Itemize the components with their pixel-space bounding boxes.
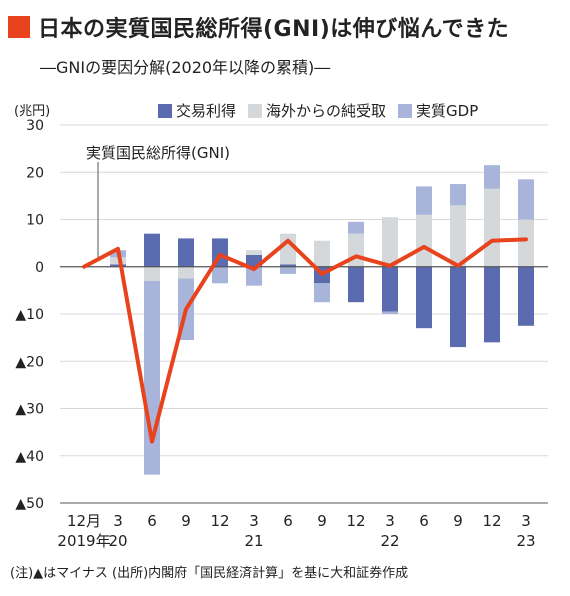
gdp-bar bbox=[144, 280, 160, 475]
x-tick-label: 6 bbox=[419, 512, 429, 530]
x-year-label: 2019年 bbox=[57, 532, 110, 550]
trade-bar bbox=[416, 266, 432, 329]
gdp-bar bbox=[280, 266, 296, 274]
x-tick-label: 9 bbox=[453, 512, 463, 530]
gdp-bar bbox=[246, 266, 262, 286]
x-tick-label: 3 bbox=[521, 512, 531, 530]
chart-subtitle: ―GNIの要因分解(2020年以降の累積)― bbox=[40, 58, 331, 77]
trade-bar bbox=[382, 266, 398, 312]
trade-bar bbox=[518, 266, 534, 326]
legend-swatch-gdp bbox=[398, 103, 413, 118]
legend-swatch-overseas bbox=[248, 103, 263, 118]
x-year-label: 22 bbox=[380, 532, 399, 550]
gdp-bar bbox=[416, 186, 432, 215]
x-tick-label: 3 bbox=[385, 512, 395, 530]
y-tick-label: 20 bbox=[26, 165, 44, 181]
x-tick-label: 12月 bbox=[67, 512, 101, 530]
trade-bar bbox=[348, 266, 364, 303]
y-tick-label: ▲50 bbox=[15, 496, 44, 512]
overseas-bar bbox=[416, 214, 432, 267]
x-year-label: 21 bbox=[244, 532, 263, 550]
legend-label-gdp: 実質GDP bbox=[416, 102, 479, 120]
x-tick-label: 12 bbox=[346, 512, 365, 530]
x-tick-label: 12 bbox=[210, 512, 229, 530]
legend-swatch-trade bbox=[158, 103, 172, 118]
x-tick-label: 3 bbox=[113, 512, 123, 530]
gdp-bar bbox=[484, 165, 500, 189]
gdp-bar bbox=[382, 311, 398, 314]
legend-item-overseas: 海外からの純受取 bbox=[248, 100, 386, 121]
x-tick-label: 12 bbox=[482, 512, 501, 530]
x-tick-label: 6 bbox=[283, 512, 293, 530]
gdp-bar bbox=[518, 179, 534, 220]
trade-bar bbox=[280, 264, 296, 267]
legend-label-trade: 交易利得 bbox=[176, 102, 237, 120]
overseas-bar bbox=[246, 250, 262, 255]
x-tick-label: 9 bbox=[317, 512, 327, 530]
x-tick-label: 9 bbox=[181, 512, 191, 530]
overseas-bar bbox=[110, 257, 126, 265]
y-tick-label: ▲20 bbox=[15, 354, 44, 370]
y-tick-label: 0 bbox=[35, 260, 44, 276]
trade-bar bbox=[110, 264, 126, 267]
overseas-bar bbox=[518, 219, 534, 267]
overseas-bar bbox=[280, 233, 296, 265]
annotation-label: 実質国民総所得(GNI) bbox=[86, 144, 230, 162]
trade-bar bbox=[144, 233, 160, 267]
overseas-bar bbox=[348, 233, 364, 267]
y-tick-label: ▲10 bbox=[15, 307, 44, 323]
x-tick-label: 3 bbox=[249, 512, 259, 530]
overseas-bar bbox=[450, 205, 466, 267]
overseas-bar bbox=[382, 217, 398, 267]
y-tick-label: 30 bbox=[26, 118, 44, 134]
chart-title: 日本の実質国民総所得(GNI)は伸び悩んできた bbox=[38, 17, 510, 42]
y-tick-label: ▲30 bbox=[15, 402, 44, 418]
legend-label-overseas: 海外からの純受取 bbox=[266, 102, 387, 120]
overseas-bar bbox=[144, 266, 160, 281]
gni-line bbox=[82, 237, 528, 444]
y-tick-label: 10 bbox=[26, 213, 44, 229]
unit-label: (兆円) bbox=[14, 104, 51, 119]
overseas-bar bbox=[484, 188, 500, 267]
x-year-label: 20 bbox=[108, 532, 127, 550]
gdp-bar bbox=[314, 283, 330, 303]
y-tick-label: ▲40 bbox=[15, 449, 44, 465]
footnote: (注)▲はマイナス (出所)内閣府「国民経済計算」を基に大和証券作成 bbox=[10, 566, 409, 581]
overseas-bar bbox=[314, 240, 330, 267]
trade-bar bbox=[450, 266, 466, 348]
title-marker bbox=[8, 16, 30, 38]
trade-bar bbox=[246, 254, 262, 267]
legend-item-gdp: 実質GDP bbox=[398, 100, 478, 121]
trade-bar bbox=[484, 266, 500, 343]
gdp-bar bbox=[450, 184, 466, 206]
x-tick-label: 6 bbox=[147, 512, 157, 530]
gdp-bar bbox=[212, 266, 228, 284]
gdp-bar bbox=[348, 221, 364, 234]
title-row: 日本の実質国民総所得(GNI)は伸び悩んできた bbox=[8, 10, 509, 44]
x-year-label: 23 bbox=[516, 532, 535, 550]
legend: 交易利得 海外からの純受取 実質GDP bbox=[158, 100, 478, 121]
overseas-bar bbox=[178, 266, 194, 279]
legend-item-trade: 交易利得 bbox=[158, 100, 236, 121]
trade-bar bbox=[178, 238, 194, 267]
